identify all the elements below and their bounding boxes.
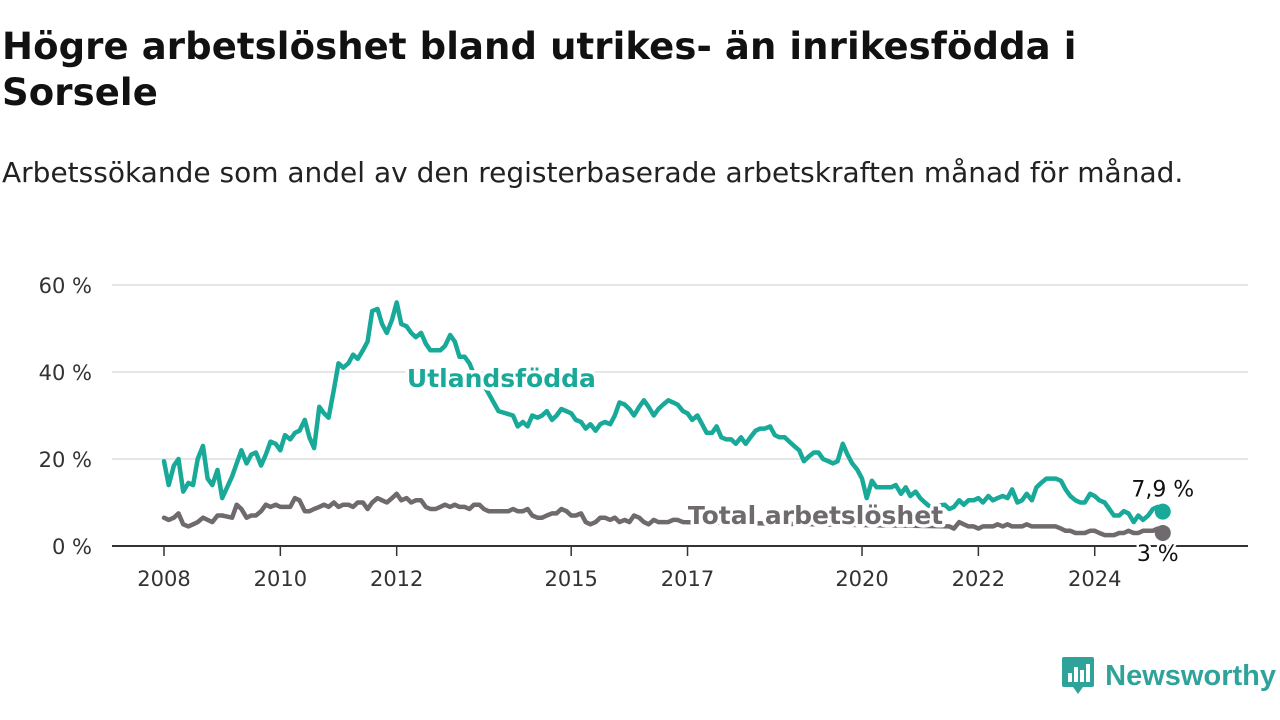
- series-label-halo: Total arbetslöshet: [688, 501, 943, 530]
- brand-logo: Newsworthy: [1061, 656, 1276, 696]
- series-end-label: 7,9 %: [1131, 478, 1194, 503]
- chart-subtitle: Arbetssökande som andel av den registerb…: [2, 156, 1184, 189]
- y-tick-label: 0 %: [52, 535, 92, 559]
- y-tick-label: 60 %: [39, 274, 92, 298]
- y-tick-label: 40 %: [39, 361, 92, 385]
- series-label: Utlandsfödda: [407, 364, 596, 393]
- x-tick-label: 2008: [137, 567, 190, 591]
- series-end-dot: [1154, 524, 1171, 541]
- series-end-label-halo: 3 %: [1137, 542, 1179, 567]
- series-end-dot: [1154, 503, 1171, 520]
- series-line-0: [161, 300, 1166, 525]
- x-tick-label: 2024: [1068, 567, 1121, 591]
- y-tick-label: 20 %: [39, 448, 92, 472]
- x-tick-label: 2012: [370, 567, 423, 591]
- x-tick-label: 2010: [254, 567, 307, 591]
- series-end-label: 3 %: [1137, 542, 1179, 567]
- series-label-halo: Utlandsfödda: [407, 364, 596, 393]
- series-label: Total arbetslöshet: [688, 501, 943, 530]
- brand-name: Newsworthy: [1105, 659, 1276, 692]
- x-tick-label: 2020: [835, 567, 888, 591]
- chart-title: Högre arbetslöshet bland utrikes- än inr…: [2, 25, 1077, 114]
- newsworthy-logo-icon: [1062, 657, 1095, 694]
- x-tick-label: 2017: [661, 567, 714, 591]
- series-line-1: [161, 491, 1166, 538]
- x-tick-label: 2022: [952, 567, 1005, 591]
- x-tick-label: 2015: [544, 567, 597, 591]
- series-end-label-halo: 7,9 %: [1131, 478, 1194, 503]
